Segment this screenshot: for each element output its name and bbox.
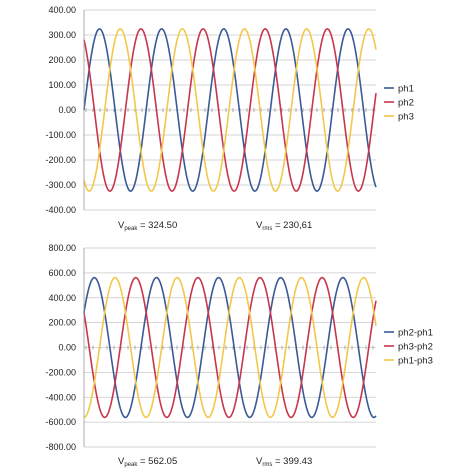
y-tick-label: -100.00 xyxy=(45,130,76,140)
legend-label: ph1-ph3 xyxy=(398,356,433,367)
y-tick-label: 0.00 xyxy=(58,343,76,353)
y-tick-label: -200.00 xyxy=(45,367,76,377)
y-tick-label: 100.00 xyxy=(48,80,76,90)
series-line-ph2 xyxy=(83,28,377,192)
y-tick-label: 400.00 xyxy=(48,5,76,15)
y-tick-label: 200.00 xyxy=(48,318,76,328)
chart-panel-1: 400.00 300.00 200.00 100.00 0.00 -100.00 -200.… xyxy=(45,5,413,232)
legend-label: ph3 xyxy=(398,112,414,123)
y-tick-label: 200.00 xyxy=(48,55,76,65)
y-tick-label: 0.00 xyxy=(58,105,76,115)
y-tick-label: 300.00 xyxy=(48,30,76,40)
series-line-ph3-ph2 xyxy=(83,276,377,419)
rms-annotation: Vrms = 230,61 xyxy=(256,220,312,232)
legend-label: ph3-ph2 xyxy=(398,342,433,353)
rms-annotation: Vrms = 399.43 xyxy=(256,456,312,468)
y-tick-label: -400.00 xyxy=(45,392,76,402)
y-tick-label: -600.00 xyxy=(45,417,76,427)
legend-label: ph2 xyxy=(398,98,414,109)
y-tick-label: -300.00 xyxy=(45,180,76,190)
legend: ph2-ph1 ph3-ph2 ph1-ph3 xyxy=(384,328,433,367)
y-tick-label: -400.00 xyxy=(45,205,76,215)
series-line-ph1-ph3 xyxy=(83,276,377,419)
y-tick-label: 800.00 xyxy=(48,243,76,253)
series-line-ph3 xyxy=(83,28,377,192)
y-tick-label: 600.00 xyxy=(48,268,76,278)
y-tick-label: -200.00 xyxy=(45,155,76,165)
series-line-ph2-ph1 xyxy=(83,276,377,419)
peak-annotation: Vpeak = 324.50 xyxy=(118,220,177,232)
legend-label: ph1 xyxy=(398,84,414,95)
legend: ph1 ph2 ph3 xyxy=(384,84,414,123)
chart-panel-2: 800.00 600.00 400.00 200.00 0.00 -200.00 -400.… xyxy=(45,243,432,468)
y-tick-label: -800.00 xyxy=(45,442,76,452)
legend-label: ph2-ph1 xyxy=(398,328,433,339)
y-tick-label: 400.00 xyxy=(48,293,76,303)
peak-annotation: Vpeak = 562.05 xyxy=(118,456,177,468)
